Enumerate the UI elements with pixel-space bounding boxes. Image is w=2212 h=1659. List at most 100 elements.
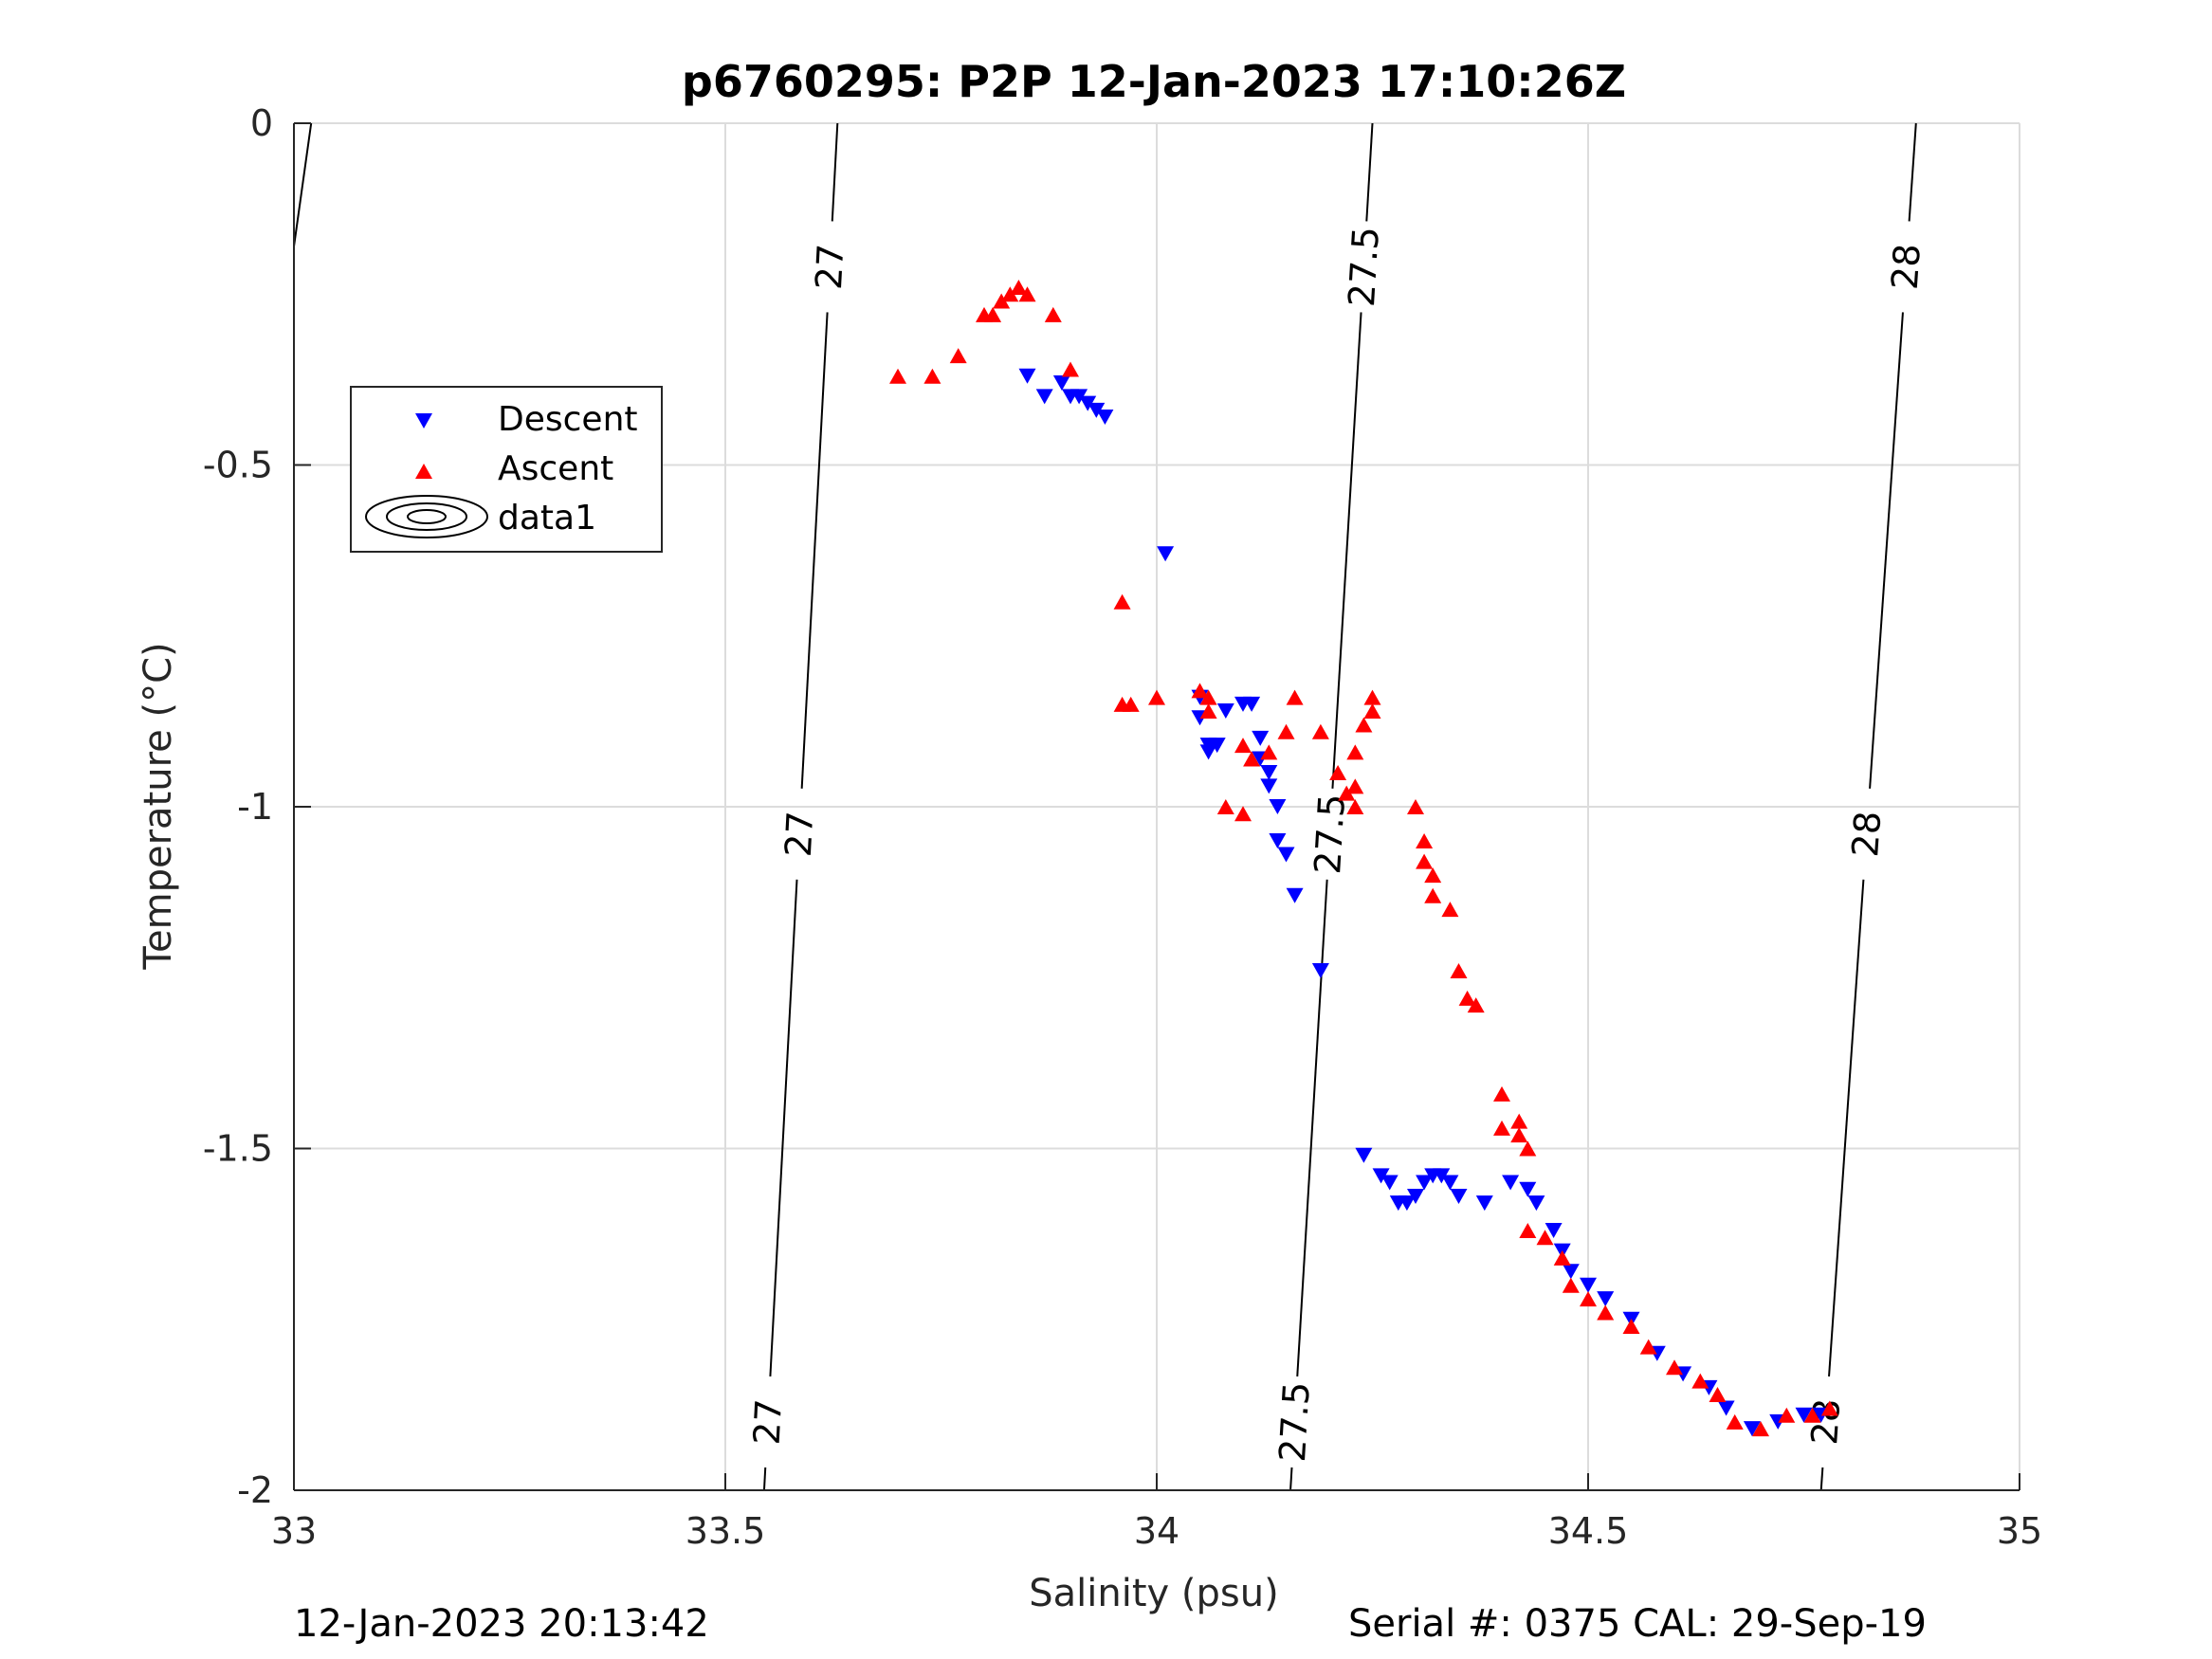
y-tick-label: -1 bbox=[237, 786, 273, 828]
y-tick-label: 0 bbox=[250, 102, 273, 144]
ascent-point bbox=[1450, 963, 1468, 979]
ascent-point bbox=[1010, 280, 1028, 296]
x-axis-ticks: 33 33.5 34 34.5 35 bbox=[271, 1473, 2042, 1552]
y-tick-label: -2 bbox=[237, 1469, 273, 1511]
ascent-point bbox=[1122, 696, 1140, 712]
ascent-point bbox=[1639, 1339, 1657, 1355]
contour-line bbox=[1331, 312, 1362, 789]
ascent-point bbox=[1778, 1407, 1796, 1423]
contour-label: 27 bbox=[777, 811, 822, 859]
descent-point bbox=[1269, 833, 1287, 849]
ascent-point bbox=[1622, 1318, 1640, 1334]
ascent-point bbox=[1277, 723, 1295, 739]
descent-point bbox=[1795, 1407, 1813, 1423]
ascent-point bbox=[1709, 1387, 1727, 1403]
legend-ascent-label: Ascent bbox=[498, 449, 613, 488]
x-tick-label: 34.5 bbox=[1548, 1510, 1629, 1552]
ascent-point bbox=[1510, 1127, 1528, 1143]
descent-point bbox=[1208, 738, 1226, 754]
ascent-point bbox=[1018, 286, 1036, 302]
ascent-point bbox=[889, 368, 906, 384]
contour-line bbox=[762, 1467, 767, 1491]
descent-point bbox=[1277, 847, 1295, 863]
ascent-point bbox=[1666, 1359, 1683, 1376]
descent-point bbox=[1597, 1291, 1615, 1307]
legend-descent-label: Descent bbox=[498, 400, 638, 439]
ascent-point bbox=[1458, 990, 1476, 1006]
ascent-point bbox=[1691, 1373, 1709, 1389]
descent-series bbox=[1018, 368, 1830, 1437]
ascent-point bbox=[1243, 751, 1261, 767]
ascent-point bbox=[1346, 778, 1364, 794]
legend-contour-icon bbox=[365, 495, 488, 538]
descent-point bbox=[1433, 1168, 1451, 1184]
contour-label: 28 bbox=[1884, 243, 1929, 291]
ascent-point bbox=[1148, 689, 1165, 705]
contour-line bbox=[293, 122, 313, 247]
y-tick-label: -0.5 bbox=[203, 445, 273, 486]
ascent-series bbox=[889, 280, 1838, 1437]
descent-point bbox=[1475, 1195, 1493, 1212]
legend-data1-label: data1 bbox=[498, 499, 596, 538]
descent-point bbox=[1311, 963, 1329, 979]
descent-point bbox=[1450, 1188, 1468, 1204]
y-tick-label: -1.5 bbox=[203, 1128, 273, 1170]
ascent-point bbox=[1199, 689, 1217, 705]
ascent-point bbox=[1286, 689, 1304, 705]
legend-box bbox=[350, 386, 663, 553]
footer-serial-cal: Serial #: 0375 CAL: 29-Sep-19 bbox=[1348, 1602, 1927, 1646]
legend-descent-marker bbox=[415, 413, 432, 428]
ascent-point bbox=[1519, 1223, 1537, 1239]
legend-ascent-marker bbox=[415, 464, 432, 479]
descent-point bbox=[1199, 744, 1217, 760]
ascent-point bbox=[1580, 1291, 1597, 1307]
contour-label: 27.5 bbox=[1341, 226, 1387, 308]
ascent-point bbox=[1311, 723, 1329, 739]
descent-point bbox=[1052, 374, 1070, 391]
ascent-point bbox=[1752, 1421, 1769, 1437]
ascent-point bbox=[1510, 1113, 1528, 1129]
descent-point bbox=[1018, 368, 1036, 384]
descent-point bbox=[1216, 703, 1234, 720]
x-tick-label: 34 bbox=[1134, 1510, 1179, 1552]
descent-point bbox=[1407, 1188, 1424, 1204]
descent-point bbox=[1088, 402, 1106, 418]
ascent-point bbox=[1329, 764, 1347, 780]
ascent-point bbox=[984, 306, 1002, 322]
ascent-point bbox=[1338, 785, 1356, 801]
contour-label: 27.5 bbox=[1307, 793, 1353, 875]
contour-line bbox=[769, 879, 798, 1376]
descent-point bbox=[1070, 389, 1088, 405]
legend: Descent Ascent data1 bbox=[350, 386, 663, 553]
descent-point bbox=[1545, 1223, 1563, 1239]
descent-point bbox=[1380, 1175, 1398, 1191]
ascent-point bbox=[1260, 744, 1278, 760]
ascent-point bbox=[1234, 738, 1252, 754]
contour-label: 27 bbox=[746, 1398, 791, 1447]
descent-point bbox=[1243, 696, 1261, 712]
ascent-point bbox=[923, 368, 941, 384]
descent-point bbox=[1416, 1175, 1434, 1191]
y-axis-ticks: 0 -0.5 -1 -1.5 -2 bbox=[203, 102, 311, 1511]
contour-label: 27.5 bbox=[1271, 1380, 1318, 1463]
ascent-point bbox=[1536, 1230, 1554, 1246]
contour-label: 27 bbox=[808, 243, 852, 291]
ascent-point bbox=[1553, 1249, 1571, 1266]
contour-line bbox=[1908, 122, 1917, 222]
ascent-point bbox=[1363, 689, 1381, 705]
descent-point bbox=[1252, 730, 1270, 746]
descent-point bbox=[1260, 778, 1278, 794]
descent-point bbox=[1527, 1195, 1545, 1212]
descent-point bbox=[1286, 887, 1304, 903]
descent-point bbox=[1269, 799, 1287, 814]
ascent-point bbox=[1234, 806, 1252, 822]
ascent-point bbox=[1424, 887, 1442, 903]
descent-point bbox=[1157, 546, 1175, 562]
descent-point bbox=[1717, 1400, 1735, 1416]
ascent-point bbox=[1493, 1120, 1510, 1136]
ascent-point bbox=[1726, 1413, 1744, 1430]
descent-point bbox=[1035, 389, 1053, 405]
ascent-point bbox=[1493, 1085, 1510, 1102]
descent-point bbox=[1079, 395, 1097, 411]
